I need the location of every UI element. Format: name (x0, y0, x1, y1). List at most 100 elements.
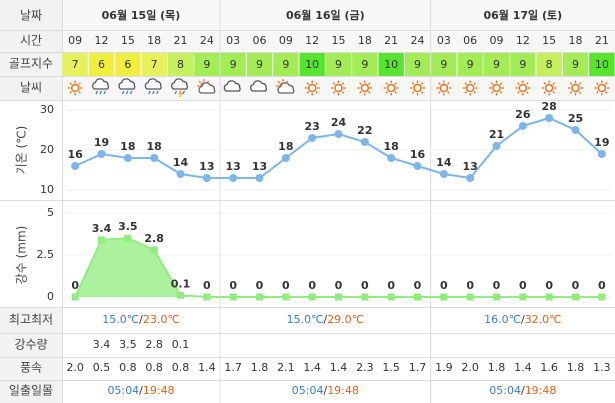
sun-rise: 05:04 (292, 384, 324, 397)
sun-ray (78, 91, 81, 94)
sun-ray (499, 82, 503, 85)
point (71, 162, 80, 170)
cloud (144, 78, 162, 90)
cloud (250, 80, 267, 92)
weather-icon (331, 80, 346, 96)
weather-icon (118, 78, 136, 95)
time: 12 (305, 34, 319, 47)
sun-ray (578, 82, 582, 85)
rain (148, 90, 159, 95)
point (124, 234, 132, 242)
data-label: 0 (466, 279, 474, 292)
sun-ray (420, 82, 424, 85)
time: 21 (595, 34, 609, 47)
sun (70, 83, 80, 93)
time: 18 (569, 34, 583, 47)
point (281, 154, 290, 162)
sun-ray (394, 82, 397, 85)
axis-title: 강수 (mm) (15, 226, 29, 285)
point (150, 154, 159, 162)
time: 18 (358, 34, 372, 47)
sun (544, 83, 554, 93)
sun-ray (543, 91, 547, 94)
time: 15 (542, 34, 556, 47)
data-label: 22 (357, 124, 372, 137)
golf-index: 9 (361, 58, 368, 71)
time: 09 (279, 34, 293, 47)
weather-icon (462, 80, 478, 96)
data-label: 0 (519, 279, 527, 292)
point (440, 293, 448, 301)
row-label: 강수량 (14, 338, 47, 352)
golf-cell (325, 53, 352, 76)
area (75, 238, 602, 297)
golf-cell (510, 53, 536, 76)
weather-icon (92, 78, 109, 95)
date: 06월 16일 (금) (286, 8, 365, 22)
data-label: 14 (173, 156, 189, 169)
golf-index: 10 (305, 58, 319, 71)
point (229, 174, 238, 182)
point (71, 293, 79, 301)
data-label: 19 (94, 136, 109, 149)
weather-icon (276, 79, 295, 94)
sun-ray (315, 91, 318, 94)
golf-cell (299, 53, 325, 76)
wind-speed: 0.5 (93, 361, 111, 374)
sun-ray (446, 91, 450, 94)
golf-cell (220, 53, 246, 76)
sun-ray (578, 91, 582, 94)
point (519, 293, 527, 301)
max-min: 15.0℃/23.0℃ (102, 313, 179, 326)
point (97, 150, 106, 158)
sun-ray (552, 91, 555, 94)
precip-amount: 3.5 (119, 338, 137, 351)
sun-ray (341, 82, 345, 85)
point (308, 293, 316, 301)
sun-ray (306, 91, 310, 94)
y-tick-label: 10 (40, 183, 54, 196)
weather-icon (223, 80, 241, 92)
weather-icon (197, 79, 216, 94)
axis-title: 기온 (℃) (15, 126, 29, 175)
point (493, 293, 500, 301)
golf-index: 9 (440, 58, 447, 71)
weather-icon (357, 80, 373, 96)
sun-rise: 05:04 (489, 384, 521, 397)
sunrise-sunset: 05:04/19:48 (292, 384, 359, 397)
max-min: 16.0℃/32.0℃ (484, 313, 561, 326)
max-temp: 23.0℃ (143, 313, 180, 326)
wind-speed: 1.4 (198, 361, 216, 374)
data-label: 18 (120, 140, 135, 153)
sun (307, 83, 317, 93)
date: 06월 15일 (목) (102, 8, 181, 22)
time: 21 (174, 34, 188, 47)
sun-ray (359, 91, 362, 94)
golf-index: 8 (546, 58, 553, 71)
golf-cell (404, 53, 431, 76)
sun-ray (438, 82, 441, 85)
golf-index: 9 (414, 58, 421, 71)
wind-speed: 2.3 (356, 361, 374, 374)
data-label: 19 (594, 136, 609, 149)
row-label: 최고최저 (9, 313, 53, 327)
sun-ray (69, 82, 73, 85)
wind-speed: 2.0 (461, 361, 479, 374)
separator: / (521, 313, 525, 326)
data-label: 0 (493, 279, 501, 292)
data-label: 0 (598, 279, 606, 292)
sun-ray (517, 82, 520, 85)
point (123, 154, 132, 162)
sun-ray (596, 82, 599, 85)
point (335, 293, 342, 301)
row-label: 시간 (20, 34, 42, 48)
sun (465, 83, 475, 93)
point (255, 174, 264, 182)
cloud (223, 80, 241, 92)
time: 21 (384, 34, 398, 47)
wind-speed: 2.0 (66, 361, 84, 374)
data-label: 0 (71, 279, 79, 292)
sun-ray (359, 82, 362, 85)
wind-speed: 2.1 (277, 361, 295, 374)
sun-ray (411, 82, 415, 85)
